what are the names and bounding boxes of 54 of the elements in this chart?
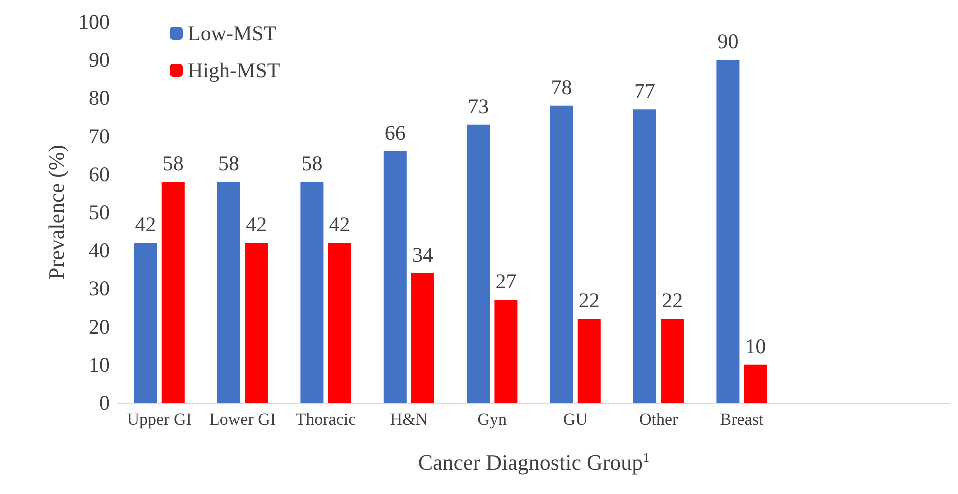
x-tick-label: Other bbox=[639, 410, 678, 429]
data-label: 22 bbox=[578, 288, 600, 313]
y-axis-title: Prevalence (%) bbox=[44, 145, 70, 280]
data-label: 42 bbox=[329, 212, 350, 236]
data-label: 58 bbox=[162, 152, 184, 176]
bar bbox=[245, 242, 268, 403]
y-tick-label: 20 bbox=[89, 314, 110, 339]
data-label: 34 bbox=[412, 242, 434, 267]
data-label: 58 bbox=[302, 152, 323, 176]
x-tick-label: Upper GI bbox=[127, 410, 192, 429]
x-tick-label: Thoracic bbox=[296, 410, 357, 429]
bar bbox=[328, 242, 352, 403]
y-tick-label: 10 bbox=[89, 352, 110, 377]
legend-label: Low-MST bbox=[188, 22, 277, 46]
bar bbox=[134, 242, 158, 403]
y-tick-label: 60 bbox=[89, 162, 110, 186]
y-tick-label: 40 bbox=[89, 238, 110, 263]
data-label: 90 bbox=[718, 30, 739, 54]
bar bbox=[550, 106, 574, 403]
bar bbox=[634, 110, 656, 403]
x-tick-label: Breast bbox=[720, 410, 764, 429]
data-label: 27 bbox=[496, 270, 517, 294]
data-label: 42 bbox=[135, 212, 156, 236]
legend-label: High-MST bbox=[188, 58, 280, 82]
bar bbox=[578, 319, 601, 403]
data-label: 78 bbox=[551, 75, 572, 100]
y-tick-label: 30 bbox=[89, 276, 110, 301]
data-label: 73 bbox=[468, 94, 490, 118]
data-label: 22 bbox=[662, 288, 684, 313]
bar bbox=[716, 60, 740, 403]
bar bbox=[218, 182, 240, 403]
bar bbox=[162, 182, 185, 403]
data-label: 66 bbox=[384, 121, 406, 146]
x-tick-label: H&N bbox=[390, 410, 428, 429]
x-tick-label: Lower GI bbox=[210, 410, 276, 429]
bar bbox=[300, 182, 324, 403]
y-tick-label: 100 bbox=[78, 10, 110, 34]
data-label: 58 bbox=[218, 152, 240, 176]
bar bbox=[412, 273, 434, 403]
bar bbox=[467, 124, 490, 403]
bar bbox=[384, 152, 407, 403]
bar bbox=[494, 300, 518, 403]
x-tick-label: Gyn bbox=[478, 410, 508, 429]
y-tick-label: 90 bbox=[89, 48, 110, 72]
bar bbox=[661, 319, 684, 403]
y-tick-label: 50 bbox=[89, 200, 110, 224]
y-tick-label: 70 bbox=[89, 124, 110, 148]
x-tick-label: GU bbox=[563, 410, 588, 429]
y-tick-label: 0 bbox=[100, 391, 110, 415]
data-label: 77 bbox=[634, 79, 656, 104]
data-label: 42 bbox=[246, 212, 268, 236]
data-label: 10 bbox=[745, 334, 766, 358]
y-tick-label: 80 bbox=[89, 86, 110, 110]
bar bbox=[744, 364, 768, 403]
